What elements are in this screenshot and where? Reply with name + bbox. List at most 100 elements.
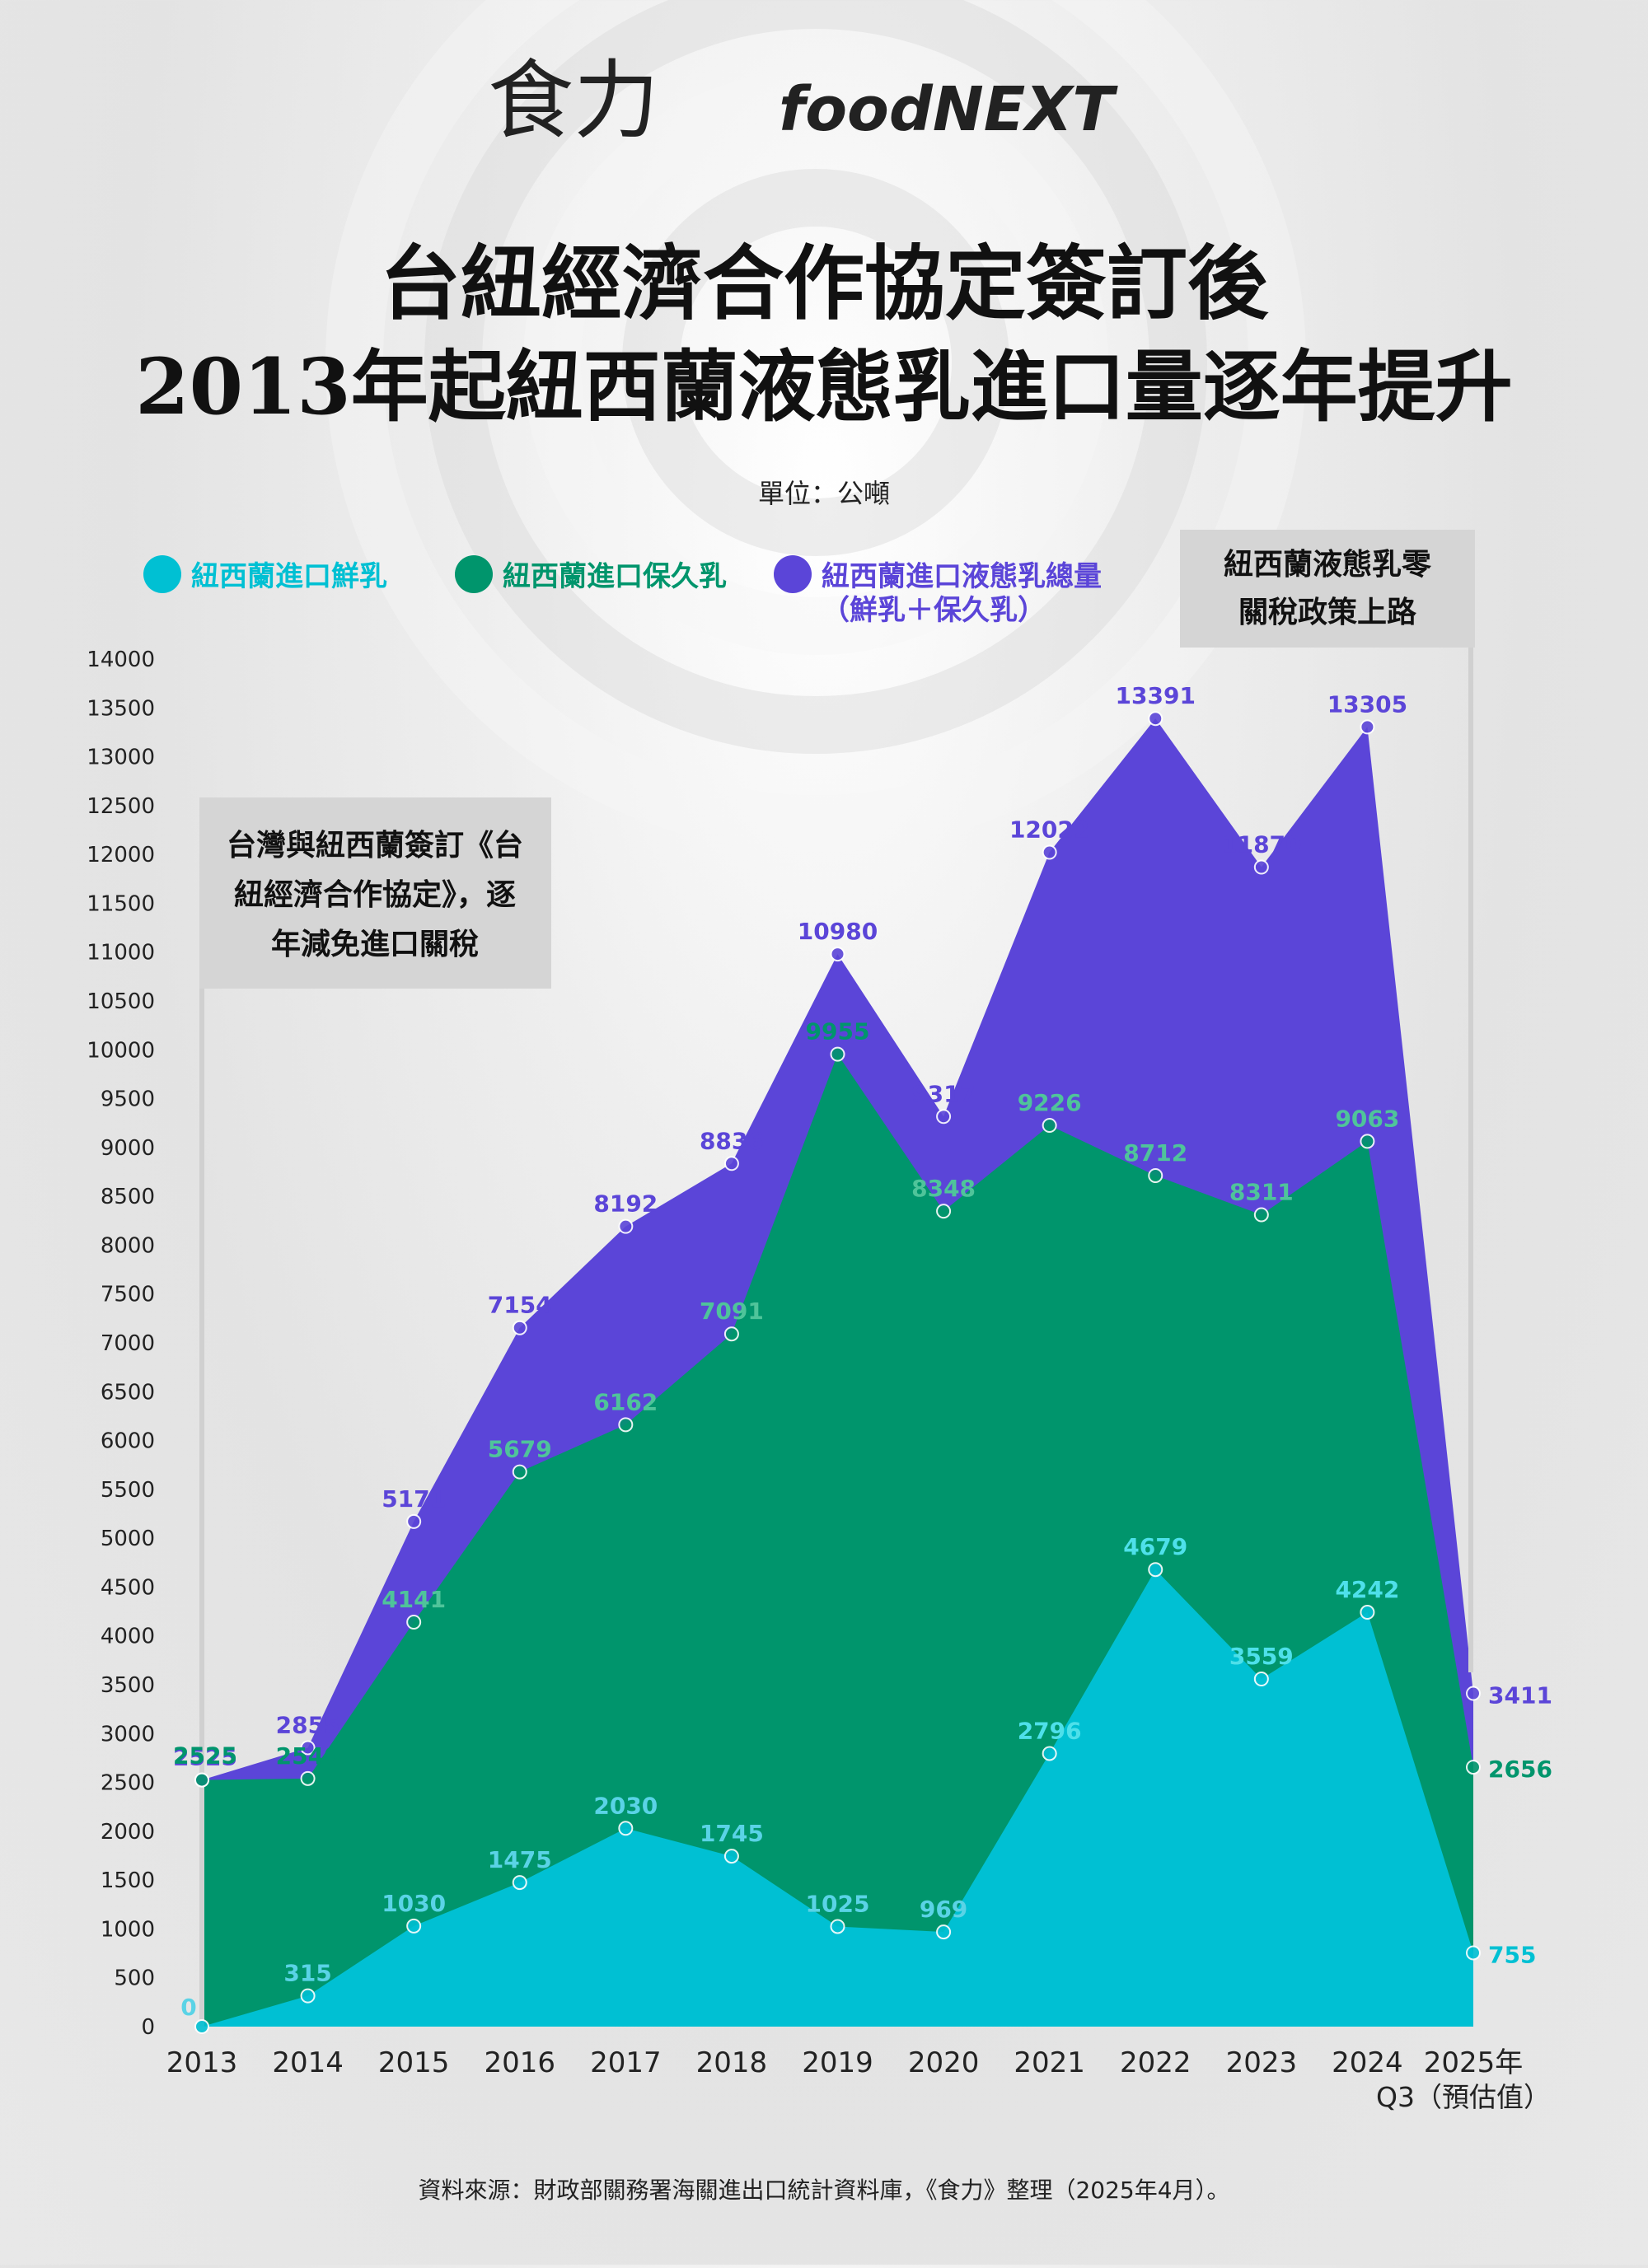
y-tick-label: 3000 (101, 1722, 155, 1747)
data-point-long_life (1360, 1134, 1375, 1149)
data-label-long_life: 8712 (1123, 1139, 1187, 1167)
swirl-ring (622, 169, 1009, 556)
x-tick-label: 2020 (908, 2046, 980, 2079)
legend-item-total: 紐西蘭進口液態乳總量（鮮乳＋保久乳） (774, 555, 1102, 627)
data-point-total (936, 1109, 952, 1125)
data-point-long_life (300, 1770, 316, 1786)
data-point-total (1253, 859, 1269, 875)
data-label-long_life: 2540 (276, 1742, 340, 1770)
data-label-fresh: 315 (283, 1960, 331, 1987)
x-tick-sublabel: Q3（預估值） (1376, 2081, 1551, 2113)
y-tick-label: 500 (114, 1966, 155, 1991)
swirl-ring (523, 70, 1108, 655)
annotation-agreement-box (199, 797, 551, 989)
data-label-fresh: 2030 (593, 1792, 658, 1819)
y-tick-label: 8000 (101, 1233, 155, 1258)
data-point-fresh (1360, 1605, 1375, 1620)
data-label-total: 12022 (1009, 816, 1089, 844)
data-label-total: 2525 (173, 1744, 237, 1771)
data-point-total (300, 1740, 316, 1756)
data-point-total (512, 1320, 527, 1335)
data-label-total: 5171 (382, 1485, 446, 1513)
points-long_life: 2525 2540 4141 5679 6162 7091 9955 8348 9226 8712… (173, 1018, 1552, 1788)
data-point-long_life (830, 1046, 845, 1062)
points-fresh: 0 315 1030 1475 2030 1745 1025 969 2796 4679 3559 4… (180, 1533, 1536, 2034)
area-fresh (202, 1569, 1473, 2027)
y-tick-label: 12000 (87, 843, 155, 867)
y-tick-label: 7500 (101, 1283, 155, 1307)
data-label-total: 13391 (1116, 682, 1196, 709)
data-label-fresh: 3559 (1229, 1643, 1294, 1670)
y-tick-label: 8500 (101, 1185, 155, 1209)
brand-name-en: foodNEXT (779, 74, 1118, 145)
data-label-total: 11870 (1221, 831, 1301, 858)
y-tick-label: 4500 (101, 1575, 155, 1600)
source-note: 資料來源：財政部關務署海關進出口統計資料庫，《食力》整理（2025年4月）。 (418, 2177, 1229, 2204)
legend-item-fresh: 紐西蘭進口鮮乳 (143, 555, 387, 593)
legend-swatch-total (774, 555, 812, 593)
data-point-fresh (512, 1875, 527, 1891)
data-label-fresh: 1025 (806, 1890, 870, 1917)
data-point-long_life (1042, 1118, 1057, 1134)
data-label-long_life: 4141 (382, 1586, 446, 1613)
chart-title-line1: 台紐經濟合作協定簽訂後 (380, 236, 1269, 331)
y-tick-label: 1000 (101, 1917, 155, 1942)
y-tick-label: 13000 (87, 746, 155, 770)
data-point-total (406, 1513, 422, 1529)
y-tick-label: 10000 (87, 1038, 155, 1063)
y-tick-label: 7000 (101, 1331, 155, 1356)
y-tick-label: 1500 (101, 1868, 155, 1893)
data-point-fresh (723, 1849, 739, 1864)
data-label-long_life: 9063 (1335, 1105, 1399, 1132)
x-axis: 2013 2014 2015 2016 2017 2018 2019 2020 2021 2022… (166, 2046, 1551, 2113)
y-tick-label: 2500 (101, 1771, 155, 1796)
data-label-total: 9317 (911, 1080, 976, 1107)
data-point-fresh (1253, 1672, 1269, 1687)
data-label-long_life: 7091 (700, 1298, 764, 1325)
data-label-fresh: 0 (180, 1994, 196, 2021)
y-axis: 0 500 1000 1500 2000 2500 3000 3500 4000 4500 5000… (87, 648, 155, 2040)
x-tick-label: 2019 (802, 2046, 873, 2079)
data-point-total (618, 1218, 634, 1234)
data-point-long_life (936, 1204, 952, 1219)
data-point-fresh (936, 1924, 952, 1940)
data-label-long_life: 2525 (173, 1742, 237, 1770)
data-point-fresh (830, 1919, 845, 1934)
data-point-fresh (1466, 1945, 1481, 1961)
x-tick-label: 2025年 (1424, 2046, 1524, 2079)
legend-swatch-long_life (455, 555, 493, 593)
x-tick-label: 2017 (590, 2046, 662, 2079)
unit-label: 單位：公噸 (758, 478, 890, 509)
annotation-agreement-text: 年減免進口關稅 (271, 928, 479, 961)
data-label-long_life: 5679 (488, 1436, 552, 1463)
data-label-total: 8836 (700, 1127, 764, 1154)
x-tick-label: 2024 (1332, 2046, 1403, 2079)
data-point-fresh (406, 1918, 422, 1934)
legend-swatch-fresh (143, 555, 181, 593)
x-tick-label: 2021 (1014, 2046, 1085, 2079)
data-label-fresh: 4242 (1335, 1576, 1399, 1603)
data-point-long_life (1148, 1168, 1163, 1184)
data-point-long_life (1466, 1760, 1481, 1775)
y-tick-label: 9000 (101, 1136, 155, 1161)
data-label-long_life: 9226 (1018, 1089, 1082, 1116)
y-tick-label: 0 (141, 2015, 155, 2040)
legend-label-fresh: 紐西蘭進口鮮乳 (191, 560, 387, 593)
y-tick-label: 12500 (87, 794, 155, 819)
data-label-total: 8192 (593, 1190, 658, 1218)
swirl-ring (424, 0, 1207, 754)
y-tick-label: 2000 (101, 1820, 155, 1845)
y-tick-label: 6500 (101, 1380, 155, 1405)
data-point-fresh (194, 2019, 209, 2034)
background-swirl (325, 0, 1306, 853)
y-tick-label: 6000 (101, 1429, 155, 1454)
data-point-long_life (723, 1326, 739, 1342)
x-tick-label: 2022 (1120, 2046, 1192, 2079)
data-label-long_life: 9955 (806, 1018, 870, 1045)
annotation-agreement-text: 台灣與紐西蘭簽訂《台 (227, 829, 523, 863)
annotation-agreement-text: 紐經濟合作協定》，逐 (234, 878, 516, 912)
x-tick-label: 2023 (1226, 2046, 1298, 2079)
